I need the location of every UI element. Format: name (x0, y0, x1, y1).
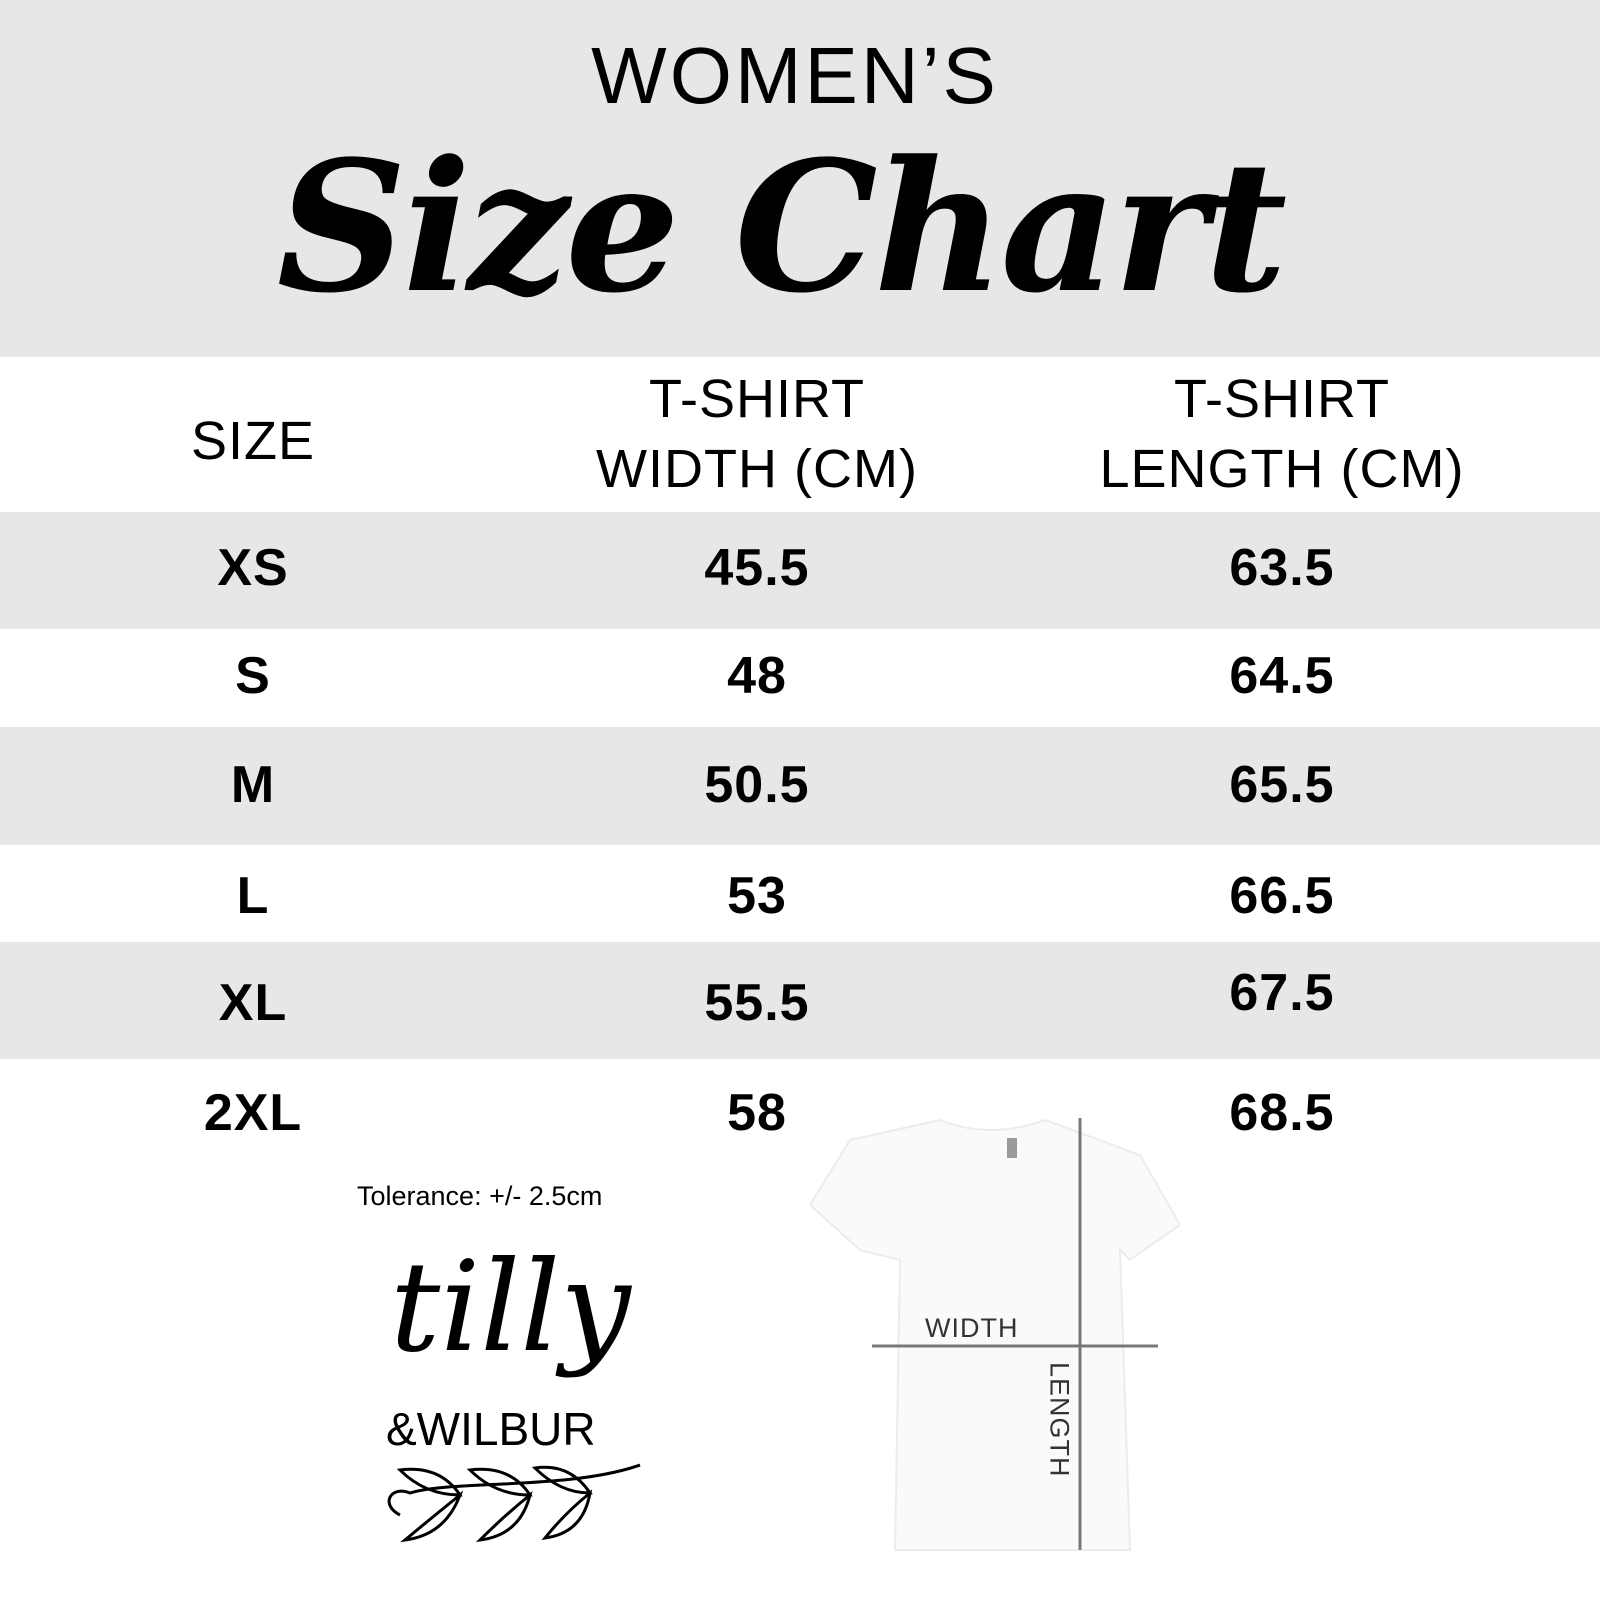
header-width-line2: WIDTH (CM) (596, 439, 918, 499)
cell-width: 48 (727, 647, 787, 705)
cell-width: 45.5 (704, 539, 810, 597)
width-label: WIDTH (925, 1313, 1019, 1343)
cell-width: 58 (727, 1084, 787, 1142)
cell-length: 63.5 (1229, 539, 1335, 597)
brand-logo: tilly &WILBUR (386, 1240, 641, 1543)
cell-length: 66.5 (1229, 867, 1335, 925)
tshirt-diagram (810, 1118, 1180, 1551)
cell-width: 53 (727, 867, 787, 925)
cell-size: XL (218, 974, 288, 1032)
page-title: Size Chart (276, 122, 1288, 333)
cell-length: 64.5 (1229, 647, 1335, 705)
header-width: T-SHIRT WIDTH (CM) (596, 364, 918, 504)
cell-length: 67.5 (1229, 964, 1335, 1022)
tshirt-tag (1007, 1138, 1017, 1158)
logo-tilly: tilly (390, 1240, 632, 1380)
header-length-line1: T-SHIRT (1173, 369, 1391, 429)
cell-size: XS (217, 539, 289, 597)
cell-length: 68.5 (1229, 1084, 1335, 1142)
cell-size: L (236, 867, 270, 925)
header-length: T-SHIRT LENGTH (CM) (1100, 364, 1465, 504)
cell-size: 2XL (203, 1084, 303, 1142)
title-band (0, 0, 1600, 357)
logo-wilbur: &WILBUR (386, 1403, 596, 1455)
cell-size: S (235, 647, 271, 705)
header-size: SIZE (191, 406, 315, 476)
tshirt-shape (810, 1118, 1180, 1551)
tolerance-note: Tolerance: +/- 2.5cm (357, 1181, 603, 1211)
length-label: LENGTH (1044, 1362, 1075, 1478)
row-band-xs (0, 512, 1600, 629)
cell-width: 55.5 (704, 974, 810, 1032)
leaf-branch-icon (387, 1463, 641, 1543)
subtitle: WOMEN’S (591, 31, 999, 120)
cell-length: 65.5 (1229, 756, 1335, 814)
row-band-m (0, 727, 1600, 845)
cell-size: M (230, 756, 276, 814)
header-size-label: SIZE (190, 411, 316, 471)
row-band-xl (0, 942, 1600, 1059)
header-length-line2: LENGTH (CM) (1099, 439, 1465, 499)
header-width-line1: T-SHIRT (648, 369, 865, 429)
cell-width: 50.5 (704, 756, 810, 814)
